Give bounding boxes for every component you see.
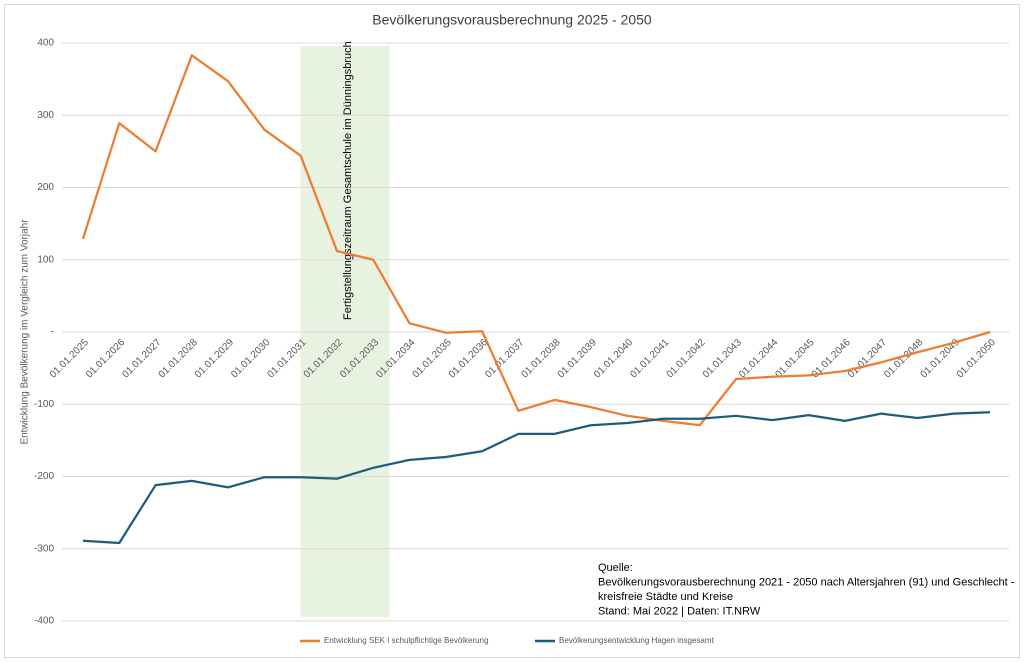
legend-label: Bevölkerungsentwicklung Hagen insgesamt — [559, 636, 715, 645]
y-tick-label: 400 — [37, 38, 54, 49]
y-tick-label: - — [51, 327, 54, 338]
chart-title: Bevölkerungsvorausberechnung 2025 - 2050 — [372, 12, 652, 28]
source-note: kreisfreie Städte und Kreise — [598, 591, 733, 603]
y-axis-label: Entwicklung Bevölkerung im Vergleich zum… — [20, 219, 31, 445]
source-note: Bevölkerungsvorausberechnung 2021 - 2050… — [598, 576, 1015, 588]
y-tick-label: -400 — [34, 616, 54, 627]
y-tick-label: -300 — [34, 543, 54, 554]
y-tick-label: 200 — [37, 182, 54, 193]
line-series — [81, 54, 991, 427]
source-note: Stand: Mai 2022 | Daten: IT.NRW — [598, 605, 761, 617]
annotation: Fertigstellungszeitraum Gesamtschule im … — [342, 41, 354, 320]
source-note: Quelle: — [598, 562, 633, 574]
legend-label: Entwicklung SEK I schulpflichtige Bevölk… — [324, 636, 489, 645]
y-tick-label: -100 — [34, 399, 54, 410]
y-tick-label: -200 — [34, 471, 54, 482]
line-series — [82, 411, 991, 545]
chart-border — [4, 4, 1020, 658]
y-tick-label: 100 — [37, 254, 54, 265]
y-tick-label: 300 — [37, 110, 54, 121]
